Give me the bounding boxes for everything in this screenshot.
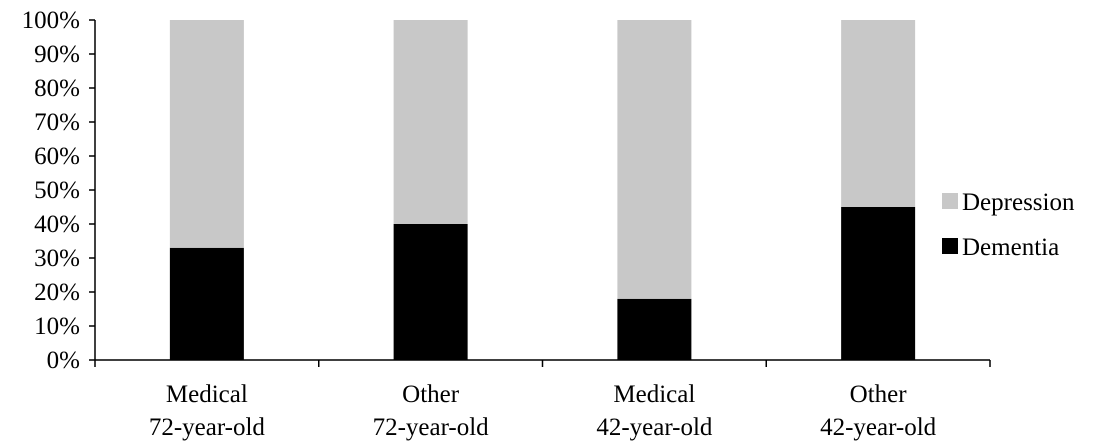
bar-depression-3 (617, 20, 692, 299)
y-tick-label: 10% (34, 313, 80, 340)
y-tick-label: 80% (34, 75, 80, 102)
y-tick-label: 60% (34, 143, 80, 170)
y-tick-label: 90% (34, 41, 80, 68)
legend: Depression Dementia (942, 189, 1075, 261)
legend-swatch-depression (942, 193, 958, 209)
plot-area (169, 20, 916, 360)
x-tick-label: Medical 42-year-old (596, 381, 713, 441)
y-tick-label: 20% (34, 279, 80, 306)
bar-dementia-4 (841, 207, 916, 360)
y-tick-label: 50% (34, 177, 80, 204)
bar-dementia-3 (617, 298, 692, 360)
bar-dementia-1 (169, 247, 244, 360)
y-tick-label: 0% (47, 347, 80, 374)
y-axis: 0% 10% 20% 30% 40% 50% 60% 70% 80% 90% 100% (22, 7, 96, 374)
y-tick-label: 30% (34, 245, 80, 272)
x-axis: Medical 72-year-old Other 72-year-old Medica… (94, 359, 991, 441)
bar-depression-2 (393, 20, 468, 224)
legend-label-dementia: Dementia (962, 234, 1059, 261)
bar-depression-4 (841, 20, 916, 207)
y-tick-label: 70% (34, 109, 80, 136)
legend-label-depression: Depression (962, 189, 1075, 216)
x-tick-label: Medical 72-year-old (149, 381, 266, 441)
bar-depression-1 (169, 20, 244, 248)
y-tick-label: 40% (34, 211, 80, 238)
legend-swatch-dementia (942, 238, 958, 254)
bar-dementia-2 (393, 224, 468, 360)
y-tick-label: 100% (22, 7, 80, 34)
x-tick-label: Other 42-year-old (820, 381, 937, 441)
x-tick-label: Other 72-year-old (373, 381, 490, 441)
